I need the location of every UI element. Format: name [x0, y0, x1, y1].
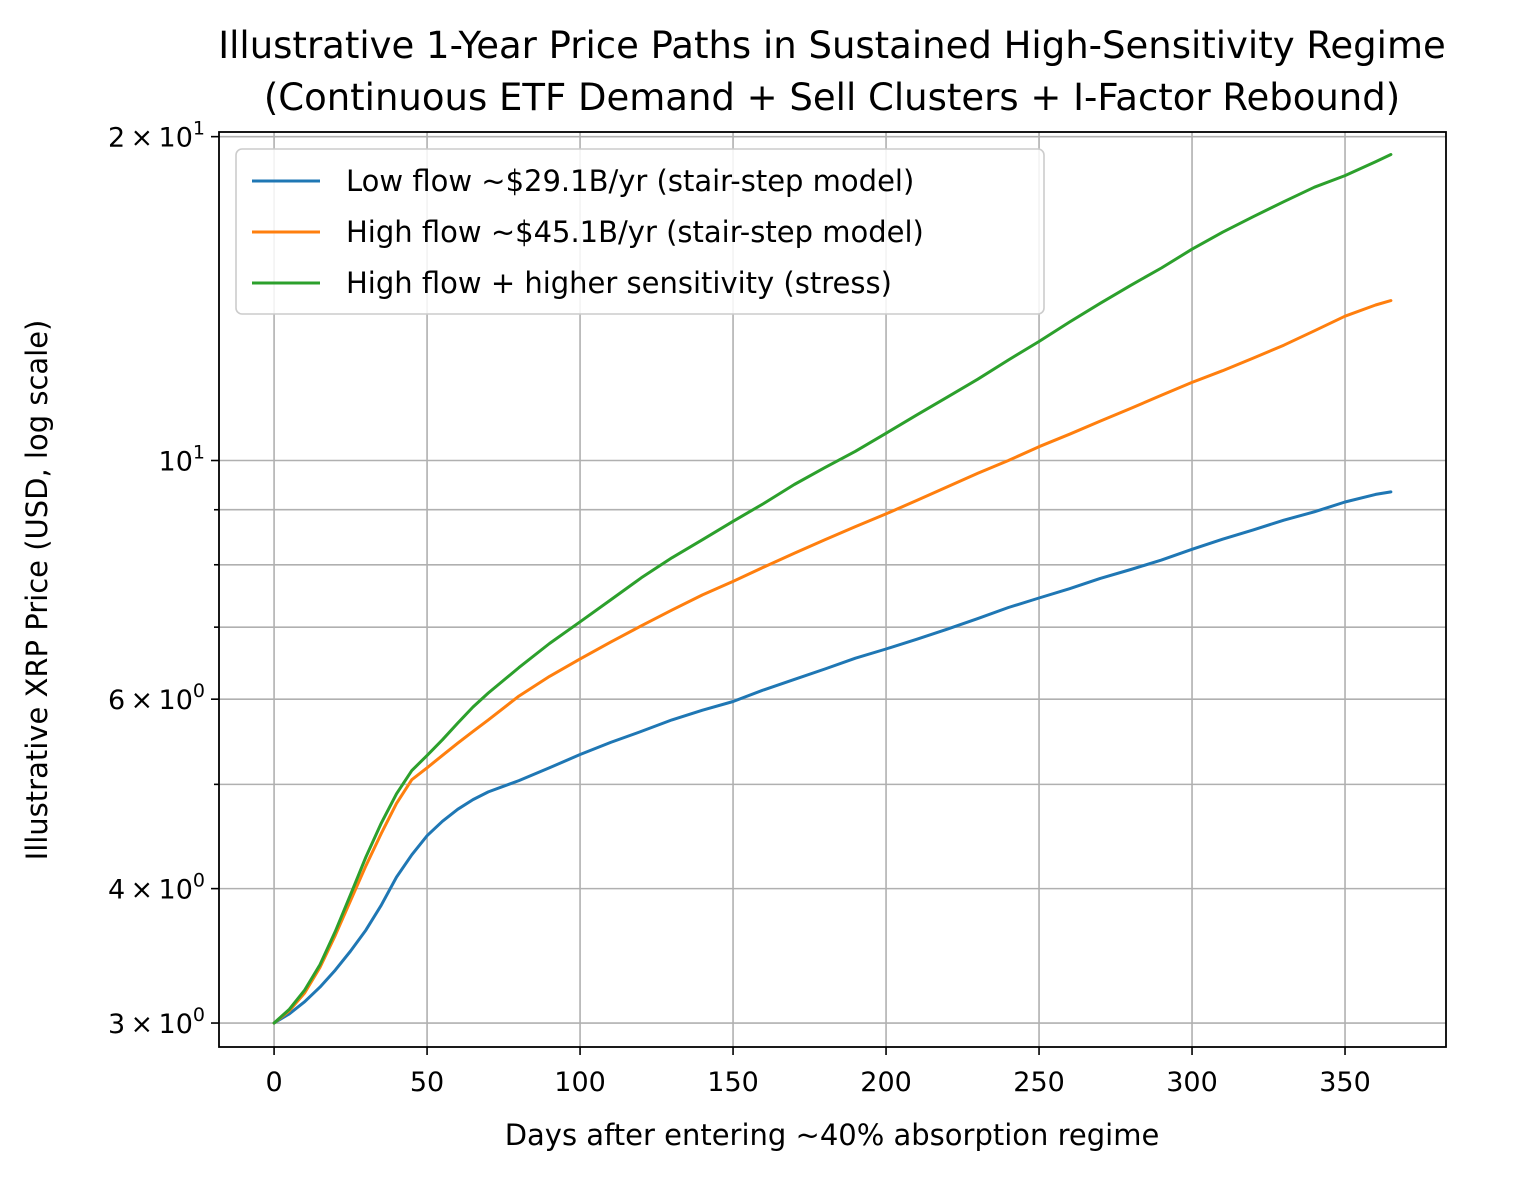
x-tick-label: 0: [265, 1067, 282, 1098]
plot-frame: [218, 131, 1447, 1048]
legend: Low flow ~$29.1B/yr (stair-step model) Hi…: [235, 148, 1045, 315]
legend-items: Low flow ~$29.1B/yr (stair-step model) Hi…: [252, 164, 924, 300]
y-tick-label: 4 × 100: [108, 870, 205, 906]
series-line-3: [272, 153, 1393, 1025]
legend-label-2: High flow ~$45.1B/yr (stair-step model): [346, 215, 924, 249]
axis-ticks: 0 50 100 150 200 250 300 350 3 × 100 4 × 100 6 × 1…: [108, 118, 1371, 1098]
x-tick-label: 350: [1319, 1067, 1371, 1098]
x-tick-label: 50: [410, 1067, 444, 1098]
x-tick-label: 100: [554, 1067, 606, 1098]
y-tick-label: 6 × 100: [108, 680, 205, 716]
y-tick-label: 101: [159, 442, 205, 478]
y-axis-label: Illustrative XRP Price (USD, log scale): [20, 320, 54, 861]
y-tick-label: 2 × 101: [108, 118, 205, 154]
chart-subtitle: (Continuous ETF Demand + Sell Clusters +…: [264, 76, 1400, 119]
y-tick-label: 3 × 100: [108, 1004, 205, 1040]
legend-box: [235, 148, 1045, 315]
x-tick-label: 200: [860, 1067, 912, 1098]
legend-label-3: High flow + higher sensitivity (stress): [346, 266, 892, 300]
x-tick-label: 250: [1013, 1067, 1065, 1098]
chart-title: Illustrative 1-Year Price Paths in Susta…: [218, 24, 1446, 67]
legend-label-1: Low flow ~$29.1B/yr (stair-step model): [346, 164, 914, 198]
x-axis-label: Days after entering ~40% absorption regi…: [505, 1118, 1160, 1152]
plot-series: [272, 153, 1393, 1025]
x-tick-label: 150: [707, 1067, 759, 1098]
series-line-2: [272, 299, 1393, 1025]
series-line-1: [272, 490, 1393, 1025]
x-tick-label: 300: [1166, 1067, 1218, 1098]
